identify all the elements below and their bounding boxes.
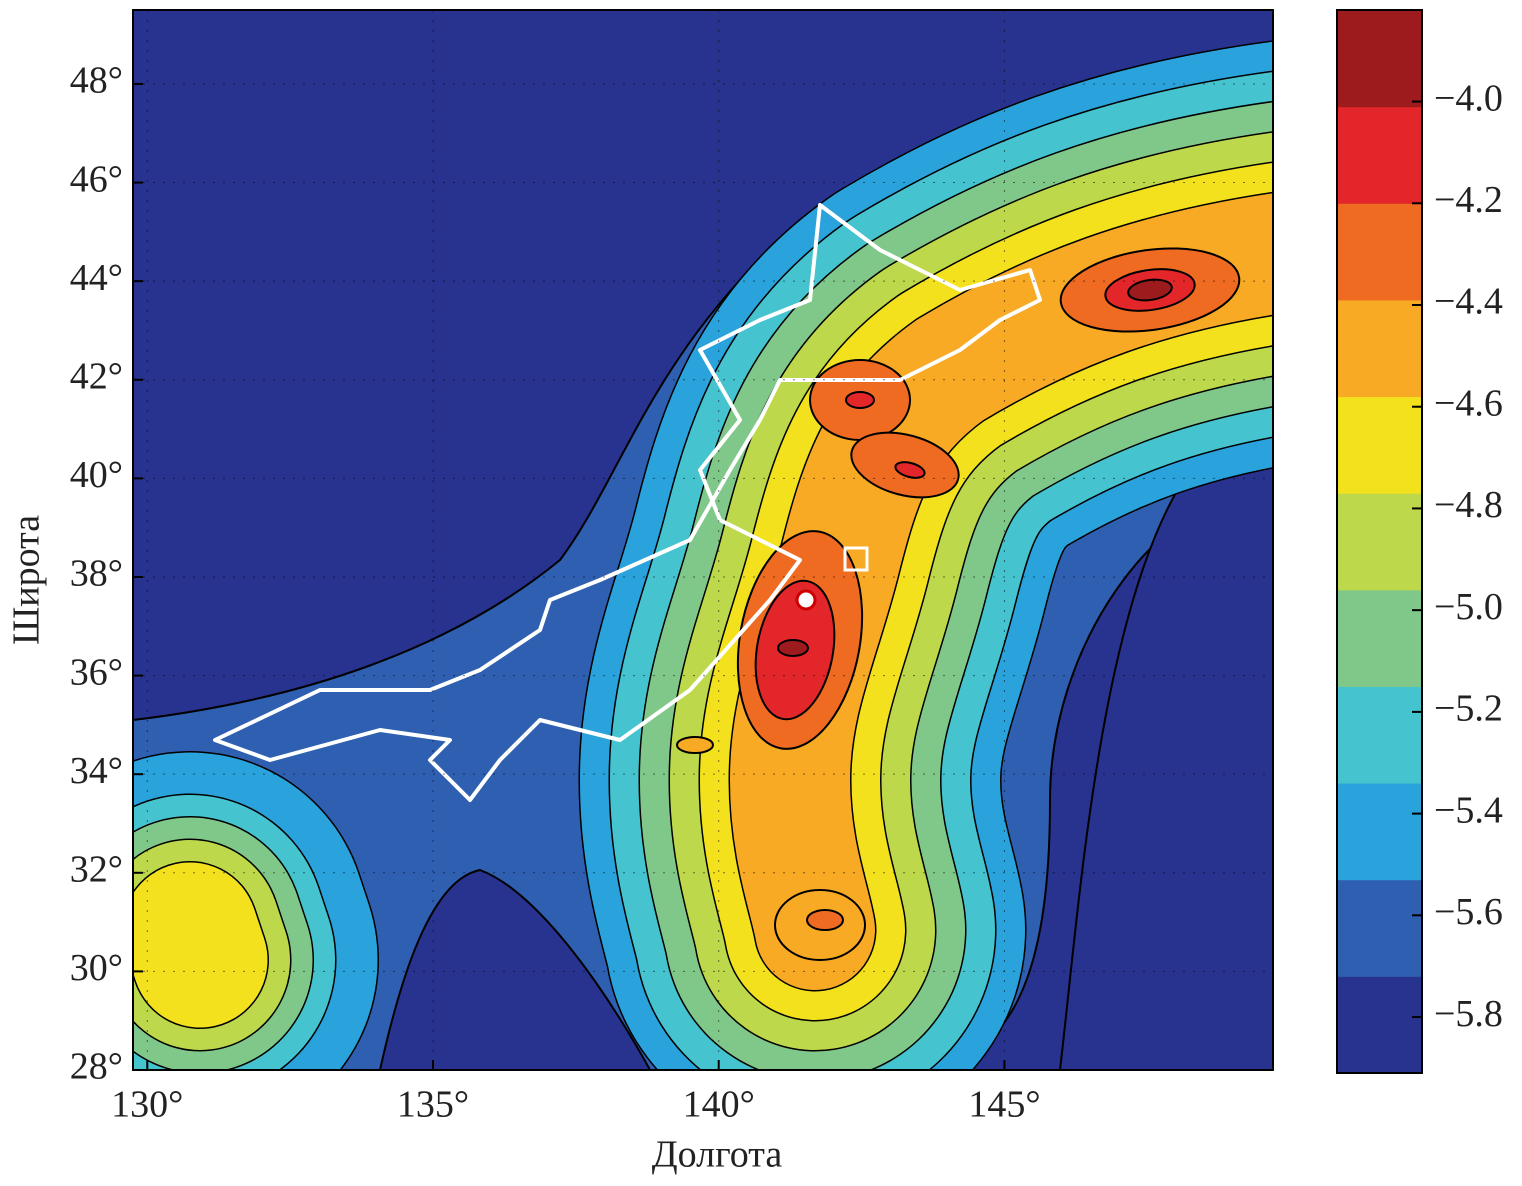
colorbar-tick-label: −5.4 bbox=[1434, 789, 1503, 831]
contour-band bbox=[806, 909, 844, 931]
colorbar-swatch bbox=[1337, 879, 1422, 977]
colorbar-tick-label: −5.8 bbox=[1434, 993, 1503, 1035]
y-tick-label: 36° bbox=[70, 651, 123, 693]
colorbar-swatch bbox=[1337, 299, 1422, 398]
y-tick-label: 44° bbox=[70, 257, 123, 299]
coastline bbox=[213, 203, 1042, 802]
x-tick-label: 140° bbox=[683, 1084, 755, 1126]
colorbar-swatch bbox=[1337, 493, 1422, 591]
colorbar-frame bbox=[1336, 9, 1423, 1074]
y-tick-label: 38° bbox=[70, 553, 123, 595]
colorbar-swatch bbox=[1337, 10, 1422, 108]
marker bbox=[795, 589, 817, 611]
contour-band bbox=[845, 391, 875, 409]
y-tick-label: 48° bbox=[70, 60, 123, 102]
colorbar-tick-label: −4.2 bbox=[1434, 179, 1503, 221]
plot-frame bbox=[132, 9, 1274, 1071]
contour-band bbox=[777, 639, 809, 657]
contour-band bbox=[1127, 278, 1173, 302]
colorbar-tick-label: −4.8 bbox=[1434, 484, 1503, 526]
colorbar-tick-label: −5.6 bbox=[1434, 891, 1503, 933]
y-tick-label: 32° bbox=[70, 849, 123, 891]
colorbar-swatch bbox=[1337, 396, 1422, 494]
colorbar-tick-label: −5.0 bbox=[1434, 586, 1503, 628]
contour-band bbox=[133, 862, 268, 1028]
x-tick-label: 130° bbox=[111, 1084, 183, 1126]
contour-band bbox=[894, 461, 926, 479]
x-axis-label: Долгота bbox=[652, 1134, 783, 1176]
y-tick-label: 28° bbox=[70, 1046, 123, 1088]
contour-band bbox=[378, 868, 652, 1070]
colorbar-tick-label: −5.2 bbox=[1434, 688, 1503, 730]
y-tick-label: 40° bbox=[70, 454, 123, 496]
y-tick-label: 34° bbox=[70, 750, 123, 792]
contour-band bbox=[676, 736, 714, 754]
colorbar-swatch bbox=[1337, 106, 1422, 204]
x-tick-label: 135° bbox=[397, 1084, 469, 1126]
colorbar: −5.8 −5.6 −5.4 −5.2 −5.0 −4.8 −4.6 −4.4 −4.2 −4.0 bbox=[1336, 9, 1503, 1074]
marker bbox=[843, 546, 869, 572]
colorbar-swatch bbox=[1337, 203, 1422, 301]
x-tick-label: 145° bbox=[968, 1084, 1040, 1126]
colorbar-tick-label: −4.4 bbox=[1434, 281, 1503, 323]
y-tick-label: 42° bbox=[70, 355, 123, 397]
colorbar-swatch bbox=[1337, 783, 1422, 881]
y-tick-label: 30° bbox=[70, 947, 123, 989]
plot-area bbox=[133, 10, 1273, 1070]
colorbar-swatch bbox=[1337, 976, 1422, 1074]
colorbar-tick-label: −4.6 bbox=[1434, 382, 1503, 424]
y-tick-label: 46° bbox=[70, 158, 123, 200]
y-axis-label: Широта bbox=[6, 515, 48, 645]
colorbar-swatch bbox=[1337, 589, 1422, 687]
colorbar-tick-label: −4.0 bbox=[1434, 77, 1503, 119]
colorbar-swatch bbox=[1337, 686, 1422, 784]
